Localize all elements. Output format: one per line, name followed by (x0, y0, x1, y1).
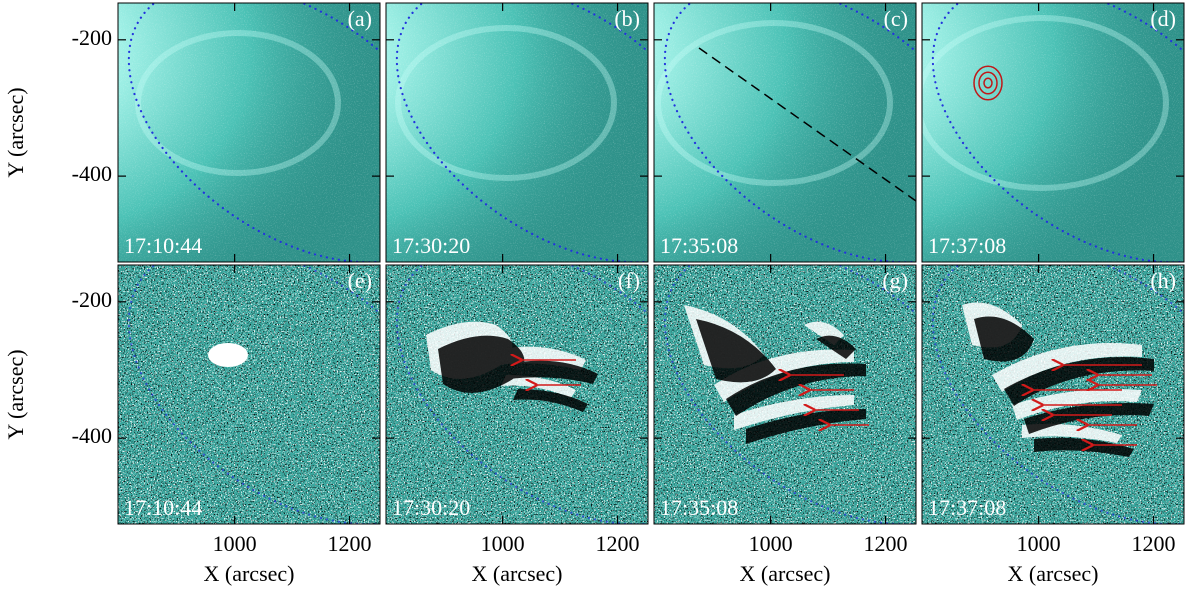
panel-label: (d) (1150, 6, 1176, 31)
speckle-black (118, 265, 380, 524)
x-tick-label: 1000 (481, 531, 525, 556)
y-axis-label: Y (arcsec) (3, 349, 28, 439)
panel-label: (g) (882, 268, 908, 293)
panel-frame (117, 264, 381, 525)
dotted-outline (127, 3, 380, 262)
panel-label: (c) (884, 6, 908, 31)
x-tick-label: 1000 (213, 531, 257, 556)
x-axis-label: X (arcsec) (204, 561, 295, 586)
contour (973, 65, 1003, 101)
panel (118, 3, 380, 262)
grain (922, 3, 1184, 262)
dotted-outline (395, 265, 648, 524)
panel (654, 265, 916, 524)
panel-time: 17:30:20 (392, 495, 470, 520)
panel (922, 265, 1184, 524)
panel-time: 17:37:08 (928, 495, 1006, 520)
x-tick-label: 1000 (749, 531, 793, 556)
panel-frame (653, 264, 917, 525)
panel-label: (h) (1150, 268, 1176, 293)
grain (654, 3, 916, 262)
dashed-line (698, 47, 916, 202)
y-tick-label: -400 (72, 161, 112, 186)
dotted-outline (663, 265, 916, 524)
panel (922, 3, 1184, 262)
bright-blob (208, 343, 248, 367)
x-tick-label: 1200 (596, 531, 640, 556)
panel-time: 17:35:08 (660, 495, 738, 520)
panel-time: 17:37:08 (928, 233, 1006, 258)
panel-frame (385, 2, 649, 263)
panel-label: (b) (614, 6, 640, 31)
contour (983, 77, 993, 89)
panel-frame (653, 2, 917, 263)
y-axis-label: Y (arcsec) (3, 87, 28, 177)
panel-frame (117, 2, 381, 263)
panel-time: 17:10:44 (124, 495, 202, 520)
dotted-outline (127, 265, 380, 524)
grain (386, 3, 648, 262)
x-tick-label: 1000 (1017, 531, 1061, 556)
panel-frame (385, 264, 649, 525)
y-tick-label: -400 (72, 423, 112, 448)
panel-time: 17:35:08 (660, 233, 738, 258)
panel (118, 265, 380, 524)
panel-frame (921, 264, 1185, 525)
panel-time: 17:30:20 (392, 233, 470, 258)
x-axis-label: X (arcsec) (472, 561, 563, 586)
dotted-outline (663, 3, 916, 262)
panel-label: (a) (348, 6, 372, 31)
contour (978, 71, 998, 95)
dotted-outline (931, 265, 1184, 524)
y-tick-label: -200 (72, 287, 112, 312)
grain (118, 3, 380, 262)
x-axis-label: X (arcsec) (1008, 561, 1099, 586)
x-tick-label: 1200 (1132, 531, 1176, 556)
panel-label: (e) (348, 268, 372, 293)
x-tick-label: 1200 (328, 531, 372, 556)
dotted-outline (395, 3, 648, 262)
dark-loops (696, 319, 866, 444)
x-axis-label: X (arcsec) (740, 561, 831, 586)
x-tick-label: 1200 (864, 531, 908, 556)
dark-loops (974, 316, 1154, 457)
panel-frame (921, 2, 1185, 263)
dotted-outline (931, 3, 1184, 262)
panel-label: (f) (618, 268, 640, 293)
panel (386, 3, 648, 262)
speckle-black (654, 265, 916, 524)
panel (654, 3, 916, 262)
panel (386, 265, 648, 524)
dark-loops (438, 335, 598, 412)
panel-time: 17:10:44 (124, 233, 202, 258)
y-tick-label: -200 (72, 25, 112, 50)
